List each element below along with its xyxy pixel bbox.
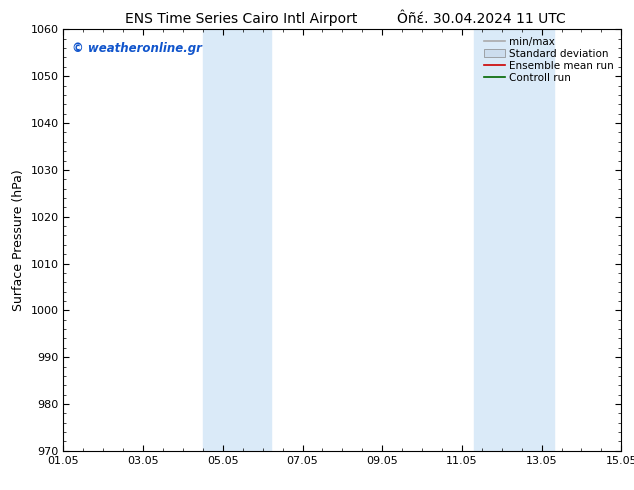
Text: Ôñέ. 30.04.2024 11 UTC: Ôñέ. 30.04.2024 11 UTC (398, 12, 566, 26)
Bar (203, 29, 271, 451)
Text: © weatheronline.gr: © weatheronline.gr (72, 42, 202, 55)
Bar (474, 29, 553, 451)
Legend: min/max, Standard deviation, Ensemble mean run, Controll run: min/max, Standard deviation, Ensemble me… (482, 35, 616, 85)
Text: ENS Time Series Cairo Intl Airport: ENS Time Series Cairo Intl Airport (125, 12, 357, 26)
Y-axis label: Surface Pressure (hPa): Surface Pressure (hPa) (12, 169, 25, 311)
